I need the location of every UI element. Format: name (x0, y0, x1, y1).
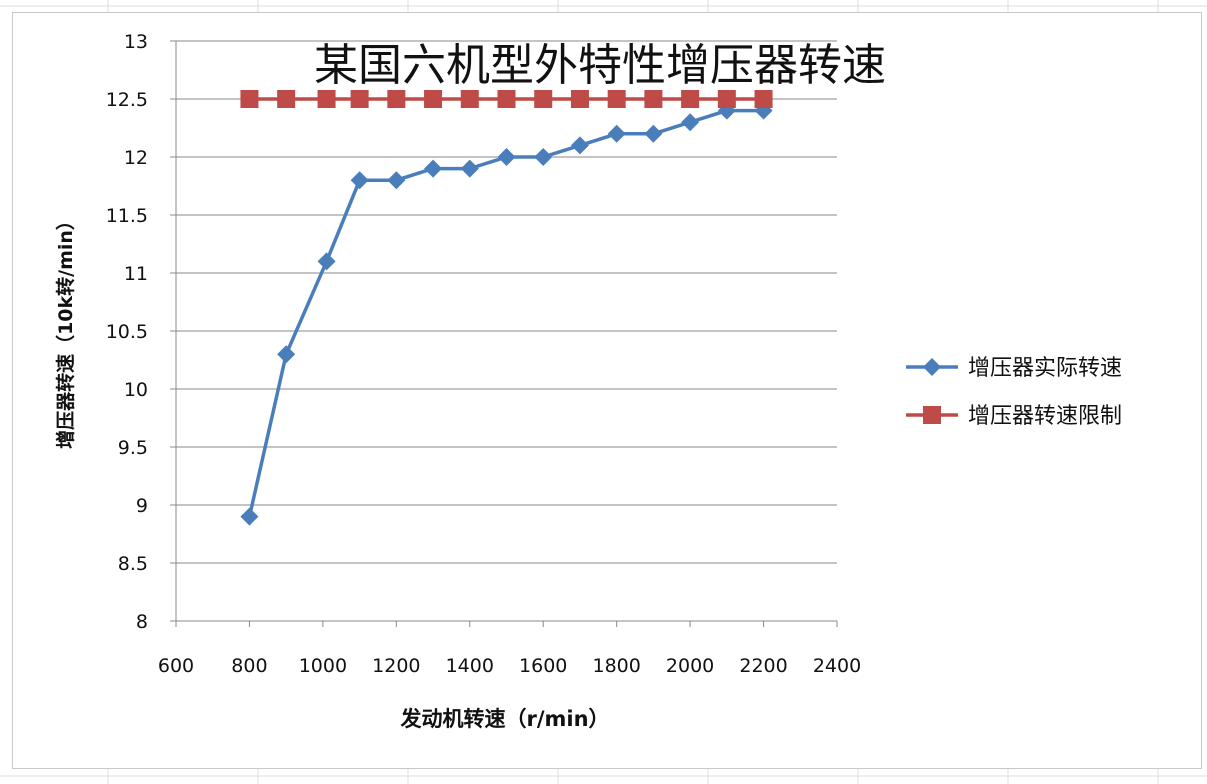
data-point-square (277, 90, 296, 108)
data-point-square (317, 90, 336, 108)
data-point-square (424, 90, 443, 108)
x-tick-label: 600 (158, 655, 194, 677)
gridlines (176, 40, 837, 622)
data-point-diamond (460, 159, 479, 178)
y-tick-labels: 8 8.5 9 9.5 10 10.5 11 11.5 12 12.5 13 (106, 31, 148, 633)
y-tick-label: 8.5 (118, 553, 148, 575)
y-tick-label: 10.5 (106, 321, 148, 343)
data-point-square (717, 90, 736, 108)
data-point-square (350, 90, 369, 108)
data-point-diamond (497, 148, 516, 166)
data-point-diamond (317, 252, 336, 271)
y-tick-label: 9 (136, 495, 148, 517)
y-tick-label: 12.5 (106, 89, 148, 111)
x-tick-label: 1400 (446, 655, 494, 677)
x-tick-label: 2000 (666, 655, 714, 677)
y-tick-label: 11.5 (106, 205, 148, 227)
y-tick-label: 10 (124, 379, 148, 401)
y-tick-label: 11 (124, 263, 148, 285)
data-point-diamond (387, 171, 406, 190)
data-point-diamond (644, 124, 663, 143)
y-tick-label: 9.5 (118, 437, 148, 459)
x-tick-label: 1600 (519, 655, 567, 677)
legend-item: 增压器实际转速 (906, 356, 1122, 381)
axes (170, 40, 838, 627)
data-point-square (460, 90, 479, 108)
data-point-square (387, 90, 406, 108)
chart-title: 某国六机型外特性增压器转速 (314, 40, 886, 91)
x-tick-label: 800 (231, 655, 267, 677)
data-point-diamond (681, 113, 700, 132)
legend-item: 增压器转速限制 (906, 404, 1122, 429)
data-point-square (754, 90, 773, 108)
series-2 (240, 90, 773, 108)
data-point-diamond (534, 148, 553, 166)
y-axis-label: 增压器转速（10k转/min） (54, 211, 77, 449)
data-point-square (607, 90, 626, 108)
x-tick-labels: 600 800 1000 1200 1400 1600 1800 2000 2200 2400 (158, 655, 861, 677)
legend-marker (923, 406, 941, 424)
y-tick-label: 12 (124, 147, 148, 169)
data-point-square (534, 90, 553, 108)
x-tick-label: 2200 (739, 655, 787, 677)
x-tick-label: 1200 (372, 655, 420, 677)
data-point-square (681, 90, 700, 108)
y-tick-label: 8 (136, 611, 148, 633)
series-line (247, 108, 764, 517)
data-point-square (570, 90, 589, 108)
series-layer (240, 90, 773, 526)
data-point-diamond (350, 171, 369, 190)
data-point-square (644, 90, 663, 108)
data-point-diamond (424, 159, 443, 178)
legend-marker (923, 358, 941, 376)
x-tick-label: 1800 (592, 655, 640, 677)
series-1 (240, 101, 773, 526)
x-axis-label: 发动机转速（r/min） (399, 707, 609, 731)
data-point-square (497, 90, 516, 108)
data-point-diamond (240, 507, 259, 526)
data-point-diamond (570, 136, 589, 155)
legend-label: 增压器转速限制 (968, 404, 1122, 429)
data-point-diamond (607, 124, 626, 143)
data-point-diamond (277, 345, 296, 364)
y-tick-label: 13 (124, 31, 148, 53)
x-tick-label: 1000 (299, 655, 347, 677)
data-point-square (240, 90, 259, 108)
legend-label: 增压器实际转速 (968, 356, 1122, 381)
x-tick-label: 2400 (813, 655, 861, 677)
